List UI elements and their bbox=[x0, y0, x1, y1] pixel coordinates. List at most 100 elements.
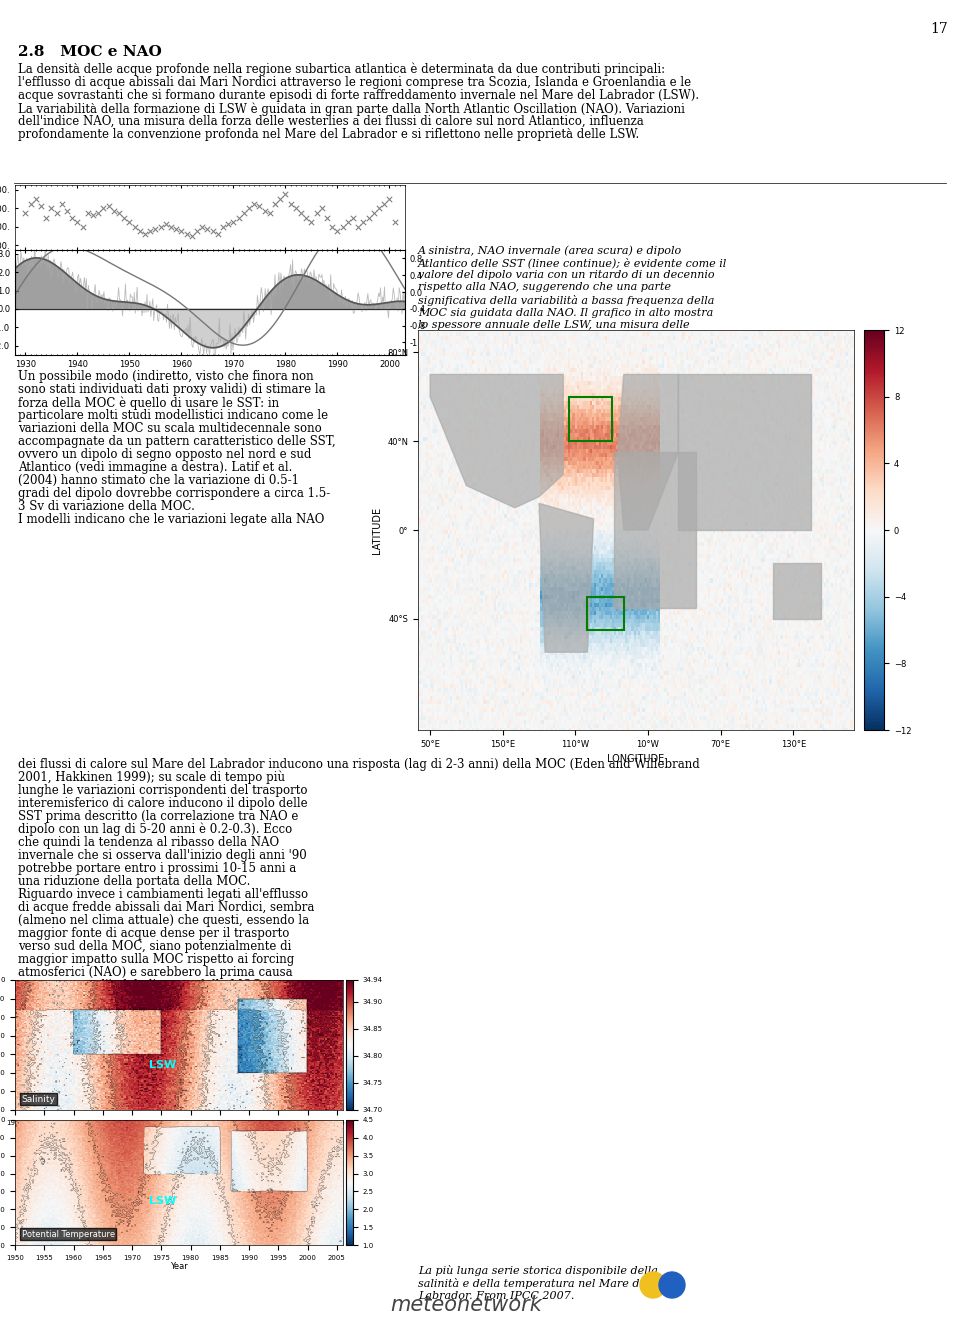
Point bbox=[231, 207, 247, 229]
Point bbox=[215, 217, 230, 238]
Text: 3.5: 3.5 bbox=[292, 1128, 300, 1133]
Point bbox=[148, 218, 163, 239]
Point bbox=[85, 205, 101, 226]
X-axis label: Year: Year bbox=[170, 1262, 187, 1271]
Text: Riguardo invece i cambiamenti legati all'efflusso: Riguardo invece i cambiamenti legati all… bbox=[18, 888, 308, 901]
Text: 3.0: 3.0 bbox=[246, 1189, 255, 1194]
Text: 34.88: 34.88 bbox=[304, 1020, 310, 1036]
Point bbox=[28, 189, 43, 210]
Text: valore del dipolo varia con un ritardo di un decennio: valore del dipolo varia con un ritardo d… bbox=[418, 269, 714, 280]
Point bbox=[303, 211, 319, 232]
Text: seguito del riscaldamento globale (si legga il: seguito del riscaldamento globale (si le… bbox=[18, 992, 285, 1005]
Text: 34.92: 34.92 bbox=[318, 1029, 334, 1038]
Point bbox=[252, 196, 267, 217]
Point bbox=[38, 207, 54, 229]
Text: potrebbe portare entro i prossimi 10-15 anni a: potrebbe portare entro i prossimi 10-15 … bbox=[18, 863, 297, 875]
Point bbox=[267, 193, 282, 214]
Text: Labrador. From IPCC 2007.: Labrador. From IPCC 2007. bbox=[418, 1291, 574, 1301]
Point bbox=[262, 202, 277, 223]
Text: variazioni della MOC su scala multidecennale sono: variazioni della MOC su scala multidecen… bbox=[18, 421, 322, 435]
Text: di acque fredde abissali dai Mari Nordici, sembra: di acque fredde abissali dai Mari Nordic… bbox=[18, 901, 314, 914]
Point bbox=[132, 221, 148, 242]
Point bbox=[356, 211, 372, 232]
Text: dell'indice NAO, una misura della forza delle westerlies a dei flussi di calore : dell'indice NAO, una misura della forza … bbox=[18, 115, 644, 128]
Text: paragrafo 3.4).: paragrafo 3.4). bbox=[18, 1005, 108, 1018]
Text: dei flussi di calore sul Mare del Labrador inducono una risposta (lag di 2-3 ann: dei flussi di calore sul Mare del Labrad… bbox=[18, 758, 700, 771]
Point bbox=[127, 217, 142, 238]
Point bbox=[387, 211, 402, 232]
Point bbox=[288, 198, 303, 219]
Text: meteonetwork: meteonetwork bbox=[390, 1295, 541, 1314]
Polygon shape bbox=[614, 452, 696, 608]
Point bbox=[96, 198, 111, 219]
Text: La più lunga serie storica disponibile della: La più lunga serie storica disponibile d… bbox=[418, 1266, 658, 1276]
Text: La densità delle acque profonde nella regione subartica atlantica è determinata : La densità delle acque profonde nella re… bbox=[18, 63, 665, 77]
Text: (almeno nel clima attuale) che questi, essendo la: (almeno nel clima attuale) che questi, e… bbox=[18, 914, 309, 927]
Text: La variabilità della formazione di LSW è guidata in gran parte dalla North Atlan: La variabilità della formazione di LSW è… bbox=[18, 102, 684, 115]
Polygon shape bbox=[430, 374, 564, 507]
Text: lunghe le variazioni corrispondenti del trasporto: lunghe le variazioni corrispondenti del … bbox=[18, 783, 307, 797]
Point bbox=[210, 223, 226, 244]
Text: invernale che si osserva dall'inizio degli anni '90: invernale che si osserva dall'inizio deg… bbox=[18, 849, 307, 863]
Point bbox=[314, 198, 329, 219]
Text: salinità e della temperatura nel Mare del: salinità e della temperatura nel Mare de… bbox=[418, 1277, 650, 1289]
Text: 3.0: 3.0 bbox=[152, 1170, 161, 1176]
Text: (2004) hanno stimato che la variazione di 0.5-1: (2004) hanno stimato che la variazione d… bbox=[18, 474, 299, 487]
Point bbox=[163, 217, 179, 238]
Point bbox=[226, 211, 241, 232]
Point bbox=[294, 202, 309, 223]
Text: 3.0: 3.0 bbox=[36, 1156, 44, 1165]
Text: verso sud della MOC, siano potenzialmente di: verso sud della MOC, siano potenzialment… bbox=[18, 941, 292, 952]
Point bbox=[221, 214, 236, 235]
Point bbox=[273, 189, 288, 210]
Text: 34.88: 34.88 bbox=[131, 1007, 146, 1012]
Point bbox=[340, 211, 355, 232]
Point bbox=[75, 217, 90, 238]
Text: 34.84: 34.84 bbox=[259, 996, 275, 1001]
Point bbox=[382, 189, 397, 210]
Point bbox=[107, 199, 122, 221]
Point bbox=[80, 202, 95, 223]
Text: 34.88: 34.88 bbox=[180, 1077, 186, 1092]
Point bbox=[34, 196, 49, 217]
Point bbox=[122, 211, 137, 232]
Point bbox=[204, 221, 220, 242]
Text: accompagnate da un pattern caratteristico delle SST,: accompagnate da un pattern caratteristic… bbox=[18, 435, 336, 448]
Text: profondamente la convenzione profonda nel Mare del Labrador e si riflettono nell: profondamente la convenzione profonda ne… bbox=[18, 128, 639, 141]
Text: 2001, Hakkinen 1999); su scale di tempo più: 2001, Hakkinen 1999); su scale di tempo … bbox=[18, 771, 285, 785]
Point bbox=[184, 226, 200, 247]
Point bbox=[247, 193, 262, 214]
Point bbox=[350, 217, 366, 238]
Point bbox=[101, 196, 116, 217]
Text: 34.76: 34.76 bbox=[236, 1045, 241, 1061]
Point bbox=[335, 217, 350, 238]
Bar bbox=[569, 396, 612, 441]
Text: sono stati individuati dati proxy validi) di stimare la: sono stati individuati dati proxy validi… bbox=[18, 383, 325, 396]
Point bbox=[142, 221, 157, 242]
Text: convenzione nel Mare del Labrador.: convenzione nel Mare del Labrador. bbox=[418, 333, 621, 342]
Point bbox=[90, 202, 106, 223]
Point bbox=[137, 223, 153, 244]
Point bbox=[329, 221, 345, 242]
Point bbox=[49, 202, 64, 223]
Text: 3 Sv di variazione della MOC.: 3 Sv di variazione della MOC. bbox=[18, 501, 195, 513]
Text: lo spessore annuale delle LSW, una misura delle: lo spessore annuale delle LSW, una misur… bbox=[418, 320, 689, 330]
Text: dipolo con un lag di 5-20 anni è 0.2-0.3). Ecco: dipolo con un lag di 5-20 anni è 0.2-0.3… bbox=[18, 823, 292, 836]
Point bbox=[195, 217, 210, 238]
X-axis label: LONGITUDE: LONGITUDE bbox=[608, 754, 664, 765]
Point bbox=[64, 207, 80, 229]
Text: rispetto alla NAO, suggerendo che una parte: rispetto alla NAO, suggerendo che una pa… bbox=[418, 283, 671, 292]
Text: maggior fonte di acque dense per il trasporto: maggior fonte di acque dense per il tras… bbox=[18, 927, 289, 941]
Text: che quindi la tendenza al ribasso della NAO: che quindi la tendenza al ribasso della … bbox=[18, 836, 279, 849]
Text: Potential Temperature: Potential Temperature bbox=[21, 1230, 114, 1239]
Text: 2.5: 2.5 bbox=[200, 1170, 208, 1176]
Text: SST prima descritto (la correlazione tra NAO e: SST prima descritto (la correlazione tra… bbox=[18, 810, 299, 823]
Point bbox=[153, 217, 168, 238]
Point bbox=[200, 218, 215, 239]
Text: I modelli indicano che le variazioni legate alla NAO: I modelli indicano che le variazioni leg… bbox=[18, 513, 324, 526]
Point bbox=[169, 218, 184, 239]
Text: forza della MOC è quello di usare le SST: in: forza della MOC è quello di usare le SST… bbox=[18, 396, 279, 410]
Point bbox=[299, 207, 314, 229]
X-axis label: Year: Year bbox=[170, 1127, 187, 1136]
Point bbox=[241, 198, 256, 219]
